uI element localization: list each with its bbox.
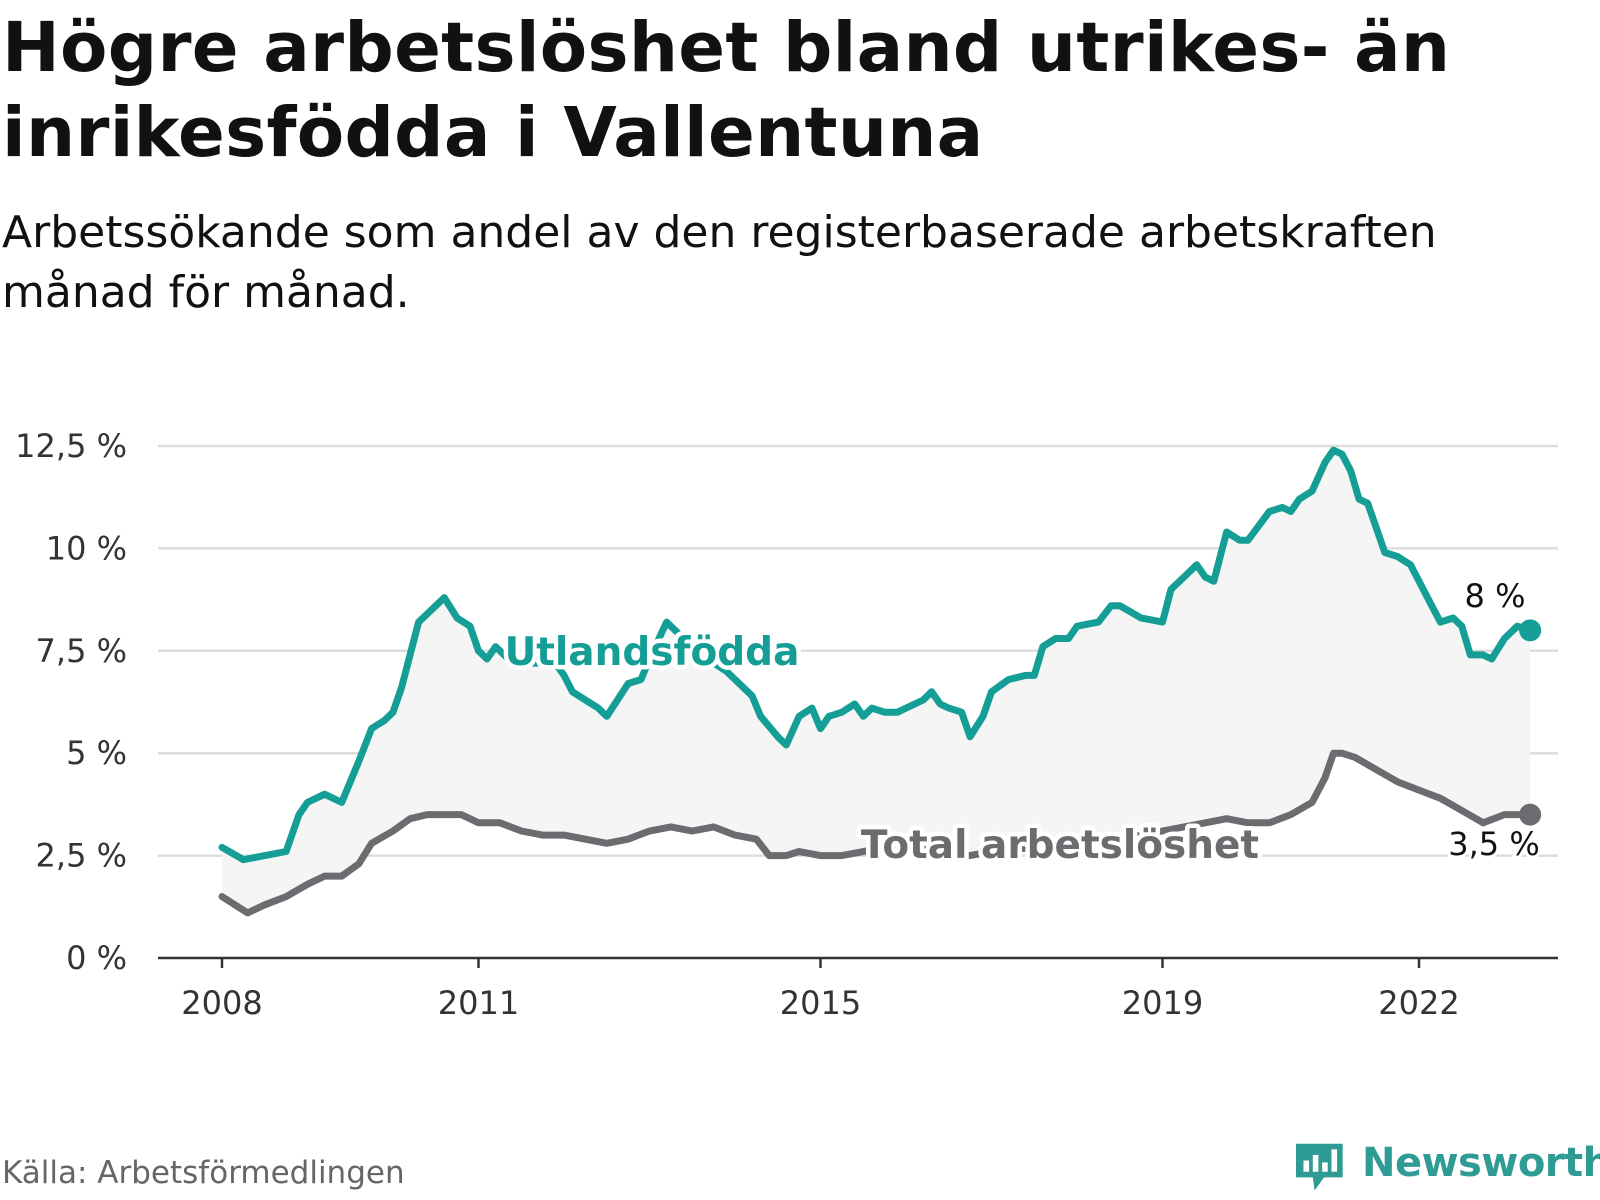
y-axis-ticks: 0 % 2,5 % 5 % 7,5 % 10 % 12,5 % bbox=[15, 427, 127, 977]
end-label-foreign-born: 8 % bbox=[1465, 577, 1526, 615]
y-tick-label: 12,5 % bbox=[15, 427, 127, 465]
x-tick-label: 2015 bbox=[780, 984, 861, 1022]
newsworthy-logo-icon bbox=[1296, 1143, 1343, 1191]
y-tick-label: 0 % bbox=[66, 939, 127, 977]
y-tick-label: 7,5 % bbox=[36, 632, 127, 670]
end-marker-total-unemployment bbox=[1519, 803, 1542, 826]
y-tick-label: 5 % bbox=[66, 734, 127, 772]
source-note: Källa: Arbetsförmedlingen bbox=[2, 1155, 405, 1191]
x-tick-label: 2019 bbox=[1122, 984, 1203, 1022]
x-tick-label: 2011 bbox=[438, 984, 519, 1022]
y-tick-label: 10 % bbox=[46, 529, 127, 567]
series-label-foreign-born: Utlandsfödda bbox=[505, 630, 800, 675]
gap-band bbox=[222, 450, 1531, 913]
chart-subtitle: Arbetssökande som andel av den registerb… bbox=[2, 207, 1437, 318]
end-label-total-unemployment: 3,5 % bbox=[1448, 825, 1539, 863]
x-axis-ticks: 2008 2011 2015 2019 2022 bbox=[181, 958, 1460, 1022]
brand-name: Newsworthy bbox=[1362, 1140, 1600, 1186]
x-tick-label: 2022 bbox=[1378, 984, 1459, 1022]
end-marker-foreign-born bbox=[1519, 619, 1542, 642]
x-tick-label: 2008 bbox=[181, 984, 262, 1022]
chart-title: Högre arbetslöshet bland utrikes- än inr… bbox=[2, 8, 1451, 173]
series-line-foreign-born bbox=[218, 446, 1534, 864]
series-label-total-unemployment: Total arbetslöshet bbox=[861, 823, 1259, 868]
y-tick-label: 2,5 % bbox=[36, 837, 127, 875]
series-line-total-unemployment bbox=[218, 749, 1534, 917]
